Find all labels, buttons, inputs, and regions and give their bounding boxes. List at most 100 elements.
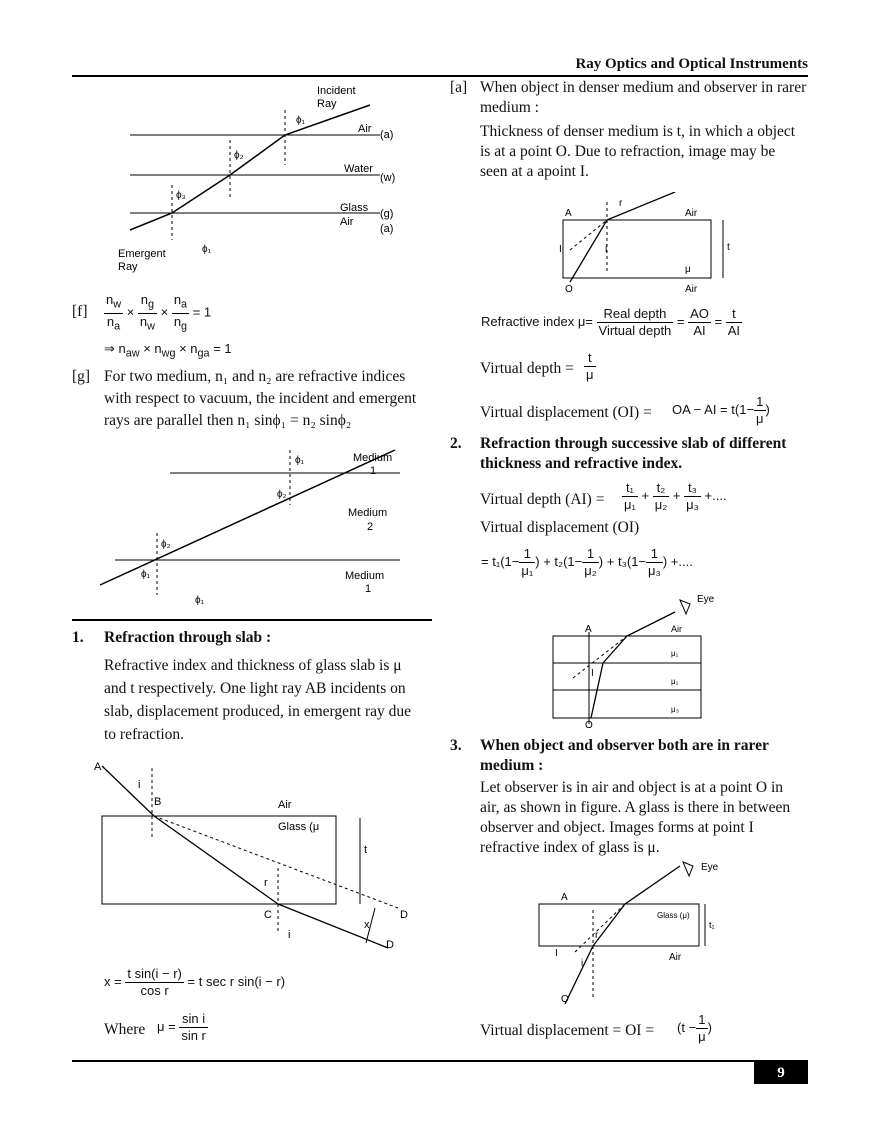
fig1-label-ray: Ray — [317, 98, 337, 110]
item-g-marker: [g] — [72, 368, 91, 385]
fig1-label-air: Air — [358, 123, 372, 135]
fig2-two: 2 — [367, 521, 373, 533]
item-f-equation: nw na × ng nw × na ng = 1 — [104, 292, 212, 333]
fig2-three: 1 — [365, 583, 371, 595]
fig1-phi1: ϕ₁ — [296, 115, 306, 126]
section-divider — [72, 619, 432, 621]
fig3-D1: D — [400, 909, 408, 921]
fig4-i: i — [605, 244, 607, 255]
fig3-C: C — [264, 909, 272, 921]
fig4-t: t — [727, 242, 730, 253]
virtual-displacement-formula: OA − AI = t(1− 1 μ) — [672, 394, 770, 426]
fig2-one: 1 — [370, 465, 376, 477]
section1-heading: Refraction through slab : — [104, 629, 272, 646]
fig1-label-air2: Air — [340, 216, 354, 228]
fig1-label-ray2: Ray — [118, 261, 138, 273]
fig2-medium2: Medium — [348, 507, 387, 519]
fig3-D2: D — [386, 939, 394, 951]
rarer-medium-figure: Eye A Glass (μ) t₁ r I i Air O — [538, 861, 719, 1005]
fig1-label-a2: (a) — [380, 223, 393, 235]
denser-medium-figure: A Air r I i t μ O Air — [559, 192, 730, 295]
fig3-t: t — [364, 844, 367, 856]
fig2-medium3: Medium — [345, 570, 384, 582]
fig1-label-a: (a) — [380, 129, 393, 141]
fig5-mu3: μ₃ — [671, 705, 679, 714]
fig5-O: O — [585, 720, 593, 730]
slab-displacement-figure: A B i Air Glass (μ t r C D D x i — [94, 761, 408, 951]
final-formula: (t −1 μ) — [677, 1012, 713, 1044]
section2-vd-label: Virtual depth (AI) = — [480, 491, 605, 508]
refraction-layers-figure: Incident Ray Air (a) Water (w) Glass (g)… — [118, 85, 395, 273]
fig6-t1: t₁ — [709, 920, 715, 930]
where-label: Where — [104, 1021, 146, 1038]
fig1-label-w: (w) — [380, 172, 395, 184]
fig3-glass: Glass (μ — [278, 821, 319, 833]
item-f-marker: [f] — [72, 303, 88, 320]
section3-heading: When object and observer both are in rar… — [480, 737, 769, 774]
fig2-phi2: ϕ₂ — [277, 489, 287, 500]
fig1-phi1-bottom: ϕ₁ — [202, 244, 212, 255]
fig6-I: I — [555, 948, 558, 959]
section2-vdisp-formula: = t₁(1− 1 μ₁) + t₂(1− 1 μ₂) + t₃(1− 1 μ₃) +...… — [481, 546, 693, 578]
fig3-x: x — [364, 919, 370, 931]
fig5-A: A — [585, 624, 592, 635]
virtual-displacement-label: Virtual displacement (OI) = — [480, 404, 652, 421]
section1-number: 1. — [72, 629, 84, 646]
final-label: Virtual displacement = OI = — [480, 1022, 655, 1039]
virtual-depth-label: Virtual depth = — [480, 360, 574, 377]
section1-paragraph: Refractive index and thickness of glass … — [104, 657, 412, 743]
section3-paragraph: Let observer is in air and object is at … — [480, 779, 791, 856]
x-formula: x = t sin(i − r) cos r = t sec r sin(i − … — [104, 966, 286, 998]
fig6-glass: Glass (μ) — [657, 911, 690, 920]
fig4-r: r — [619, 198, 623, 209]
fig5-eye: Eye — [697, 594, 715, 605]
fig5-I: I — [591, 668, 594, 679]
fig3-air: Air — [278, 799, 292, 811]
fig1-label-g: (g) — [380, 208, 393, 220]
fig6-r: r — [595, 930, 599, 941]
item-a-text: When object in denser medium and observe… — [480, 79, 807, 180]
fig4-A: A — [565, 208, 572, 219]
section2-heading: Refraction through successive slab of di… — [480, 435, 787, 472]
fig1-label-incident: Incident — [317, 85, 356, 97]
refractive-index-formula: Refractive index μ= Real depth Virtual de… — [481, 306, 743, 338]
page-number: 9 — [754, 1062, 808, 1084]
fig4-mu: μ — [685, 264, 691, 275]
fig6-A: A — [561, 892, 568, 903]
item-a-marker: [a] — [450, 79, 468, 96]
mu-definition: μ = sin i sin r — [157, 1011, 208, 1043]
page-header-title: Ray Optics and Optical Instruments — [575, 56, 808, 72]
item-f-equation-2: ⇒ naw × nwg × nga = 1 — [104, 341, 232, 360]
fig2-phi1-bottom: ϕ₁ — [195, 595, 205, 606]
fig6-eye: Eye — [701, 862, 719, 873]
fig4-air2: Air — [685, 284, 698, 295]
item-g-text: For two medium, n₁ and n₂ are refractive… — [104, 368, 417, 429]
fig2-medium1: Medium — [353, 452, 392, 464]
fig3-i2: i — [288, 929, 290, 941]
fig1-label-emergent: Emergent — [118, 248, 166, 260]
section3-number: 3. — [450, 737, 462, 754]
fig2-phi1: ϕ₁ — [295, 455, 305, 466]
fig4-I: I — [559, 244, 562, 255]
footer-rule — [72, 1060, 808, 1062]
section2-number: 2. — [450, 435, 462, 452]
two-medium-figure: Medium 1 Medium 2 Medium 1 ϕ₁ ϕ₂ ϕ₂ ϕ₁ ϕ… — [99, 449, 400, 606]
header-rule — [72, 75, 808, 77]
section2-vdisp-label: Virtual displacement (OI) — [480, 519, 640, 536]
fig4-air: Air — [685, 208, 698, 219]
section2-vd-formula: t₁ μ₁ + t₂ μ₂ + t₃ μ₃ +.... — [622, 480, 727, 512]
fig5-air: Air — [671, 624, 682, 634]
fig1-label-glass: Glass — [340, 202, 369, 214]
fig3-B: B — [154, 796, 161, 808]
fig2-phi1-lower: ϕ₁ — [141, 569, 151, 580]
fig6-i: i — [581, 958, 583, 969]
fig6-air: Air — [669, 952, 682, 963]
fig5-mu2: μ₁ — [671, 677, 679, 686]
fig1-phi3: ϕ₃ — [176, 190, 186, 201]
fig4-O: O — [565, 284, 573, 295]
successive-slab-figure: Eye A Air I O μ₁ μ₁ μ₃ — [552, 594, 715, 730]
fig5-mu1: μ₁ — [671, 649, 679, 658]
fig3-i: i — [138, 779, 140, 791]
fig3-A: A — [94, 761, 102, 773]
